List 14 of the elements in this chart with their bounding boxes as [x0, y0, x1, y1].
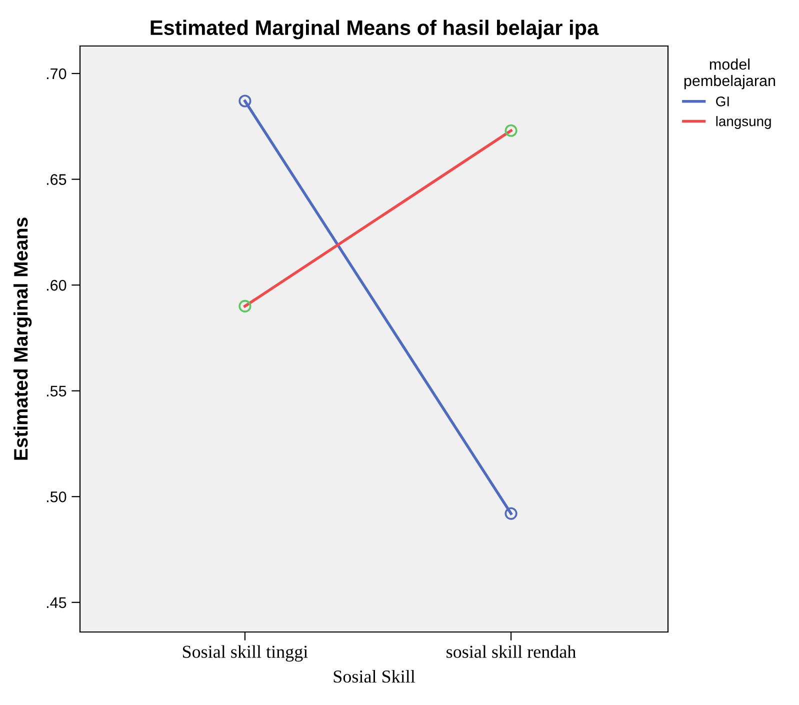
x-tick-label: sosial skill rendah	[446, 645, 576, 658]
x-tick-label: Sosial skill tinggi	[182, 645, 308, 662]
legend-label: GI	[716, 96, 729, 106]
x-axis-title: Sosial Skill	[334, 670, 416, 683]
legend-title: model pembelajaran	[684, 58, 776, 90]
y-axis-title: Estimated Marginal Means	[13, 218, 32, 460]
y-tick-label: .60	[46, 280, 66, 291]
y-tick-label: .50	[46, 491, 66, 502]
y-tick-label: .70	[46, 68, 66, 80]
chart-title: Estimated Marginal Means of hasil belajar ipa	[150, 20, 599, 40]
y-tick-label: .45	[46, 597, 66, 608]
legend-label: langsung	[716, 116, 771, 129]
y-tick-label: .55	[46, 386, 66, 397]
y-tick-label: .65	[46, 174, 66, 185]
